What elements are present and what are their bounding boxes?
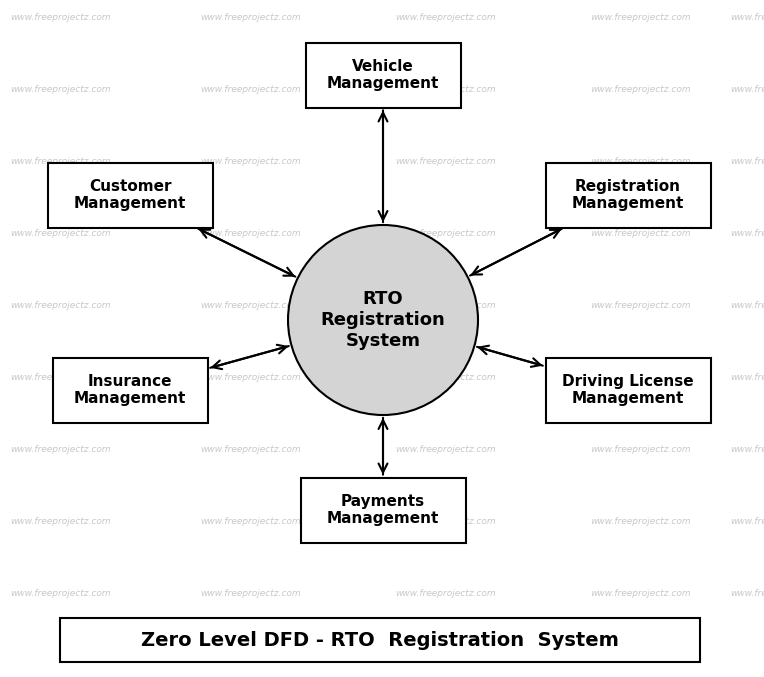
Text: www.freeprojectz.com: www.freeprojectz.com (200, 590, 300, 598)
Text: www.freeprojectz.com: www.freeprojectz.com (200, 85, 300, 95)
Text: www.freeprojectz.com: www.freeprojectz.com (395, 230, 496, 238)
Text: www.freeprojectz.com: www.freeprojectz.com (730, 590, 764, 598)
Bar (545, 162, 711, 227)
Bar (60, 618, 700, 662)
Text: www.freeprojectz.com: www.freeprojectz.com (590, 14, 691, 22)
Bar (300, 477, 465, 542)
Bar (545, 357, 711, 422)
Text: www.freeprojectz.com: www.freeprojectz.com (730, 230, 764, 238)
Text: www.freeprojectz.com: www.freeprojectz.com (590, 517, 691, 527)
Text: www.freeprojectz.com: www.freeprojectz.com (590, 374, 691, 383)
Bar (53, 357, 208, 422)
Text: www.freeprojectz.com: www.freeprojectz.com (10, 445, 111, 454)
Text: www.freeprojectz.com: www.freeprojectz.com (10, 230, 111, 238)
Text: www.freeprojectz.com: www.freeprojectz.com (10, 14, 111, 22)
Text: www.freeprojectz.com: www.freeprojectz.com (395, 14, 496, 22)
Text: www.freeprojectz.com: www.freeprojectz.com (200, 14, 300, 22)
Text: www.freeprojectz.com: www.freeprojectz.com (395, 85, 496, 95)
Text: www.freeprojectz.com: www.freeprojectz.com (200, 301, 300, 311)
Text: www.freeprojectz.com: www.freeprojectz.com (200, 374, 300, 383)
Text: www.freeprojectz.com: www.freeprojectz.com (395, 374, 496, 383)
Text: www.freeprojectz.com: www.freeprojectz.com (590, 445, 691, 454)
Text: www.freeprojectz.com: www.freeprojectz.com (200, 445, 300, 454)
Text: www.freeprojectz.com: www.freeprojectz.com (730, 517, 764, 527)
Text: www.freeprojectz.com: www.freeprojectz.com (395, 517, 496, 527)
Text: www.freeprojectz.com: www.freeprojectz.com (590, 230, 691, 238)
Text: www.freeprojectz.com: www.freeprojectz.com (730, 158, 764, 167)
Bar (47, 162, 212, 227)
Text: www.freeprojectz.com: www.freeprojectz.com (395, 301, 496, 311)
Text: www.freeprojectz.com: www.freeprojectz.com (10, 85, 111, 95)
Text: www.freeprojectz.com: www.freeprojectz.com (590, 590, 691, 598)
Text: www.freeprojectz.com: www.freeprojectz.com (10, 374, 111, 383)
Text: www.freeprojectz.com: www.freeprojectz.com (395, 445, 496, 454)
Text: www.freeprojectz.com: www.freeprojectz.com (590, 301, 691, 311)
Text: www.freeprojectz.com: www.freeprojectz.com (10, 517, 111, 527)
Circle shape (288, 225, 478, 415)
Text: Zero Level DFD - RTO  Registration  System: Zero Level DFD - RTO Registration System (141, 630, 619, 649)
Text: www.freeprojectz.com: www.freeprojectz.com (730, 374, 764, 383)
Text: www.freeprojectz.com: www.freeprojectz.com (200, 158, 300, 167)
Text: Payments
Management: Payments Management (327, 494, 439, 526)
Text: www.freeprojectz.com: www.freeprojectz.com (730, 85, 764, 95)
Text: Driving License
Management: Driving License Management (562, 374, 694, 406)
Text: www.freeprojectz.com: www.freeprojectz.com (590, 85, 691, 95)
Text: www.freeprojectz.com: www.freeprojectz.com (200, 517, 300, 527)
Text: Insurance
Management: Insurance Management (74, 374, 186, 406)
Text: www.freeprojectz.com: www.freeprojectz.com (395, 590, 496, 598)
Text: www.freeprojectz.com: www.freeprojectz.com (10, 590, 111, 598)
Bar (306, 43, 461, 108)
Text: www.freeprojectz.com: www.freeprojectz.com (730, 14, 764, 22)
Text: www.freeprojectz.com: www.freeprojectz.com (730, 301, 764, 311)
Text: www.freeprojectz.com: www.freeprojectz.com (10, 301, 111, 311)
Text: Vehicle
Management: Vehicle Management (327, 59, 439, 91)
Text: RTO
Registration
System: RTO Registration System (321, 290, 445, 350)
Text: www.freeprojectz.com: www.freeprojectz.com (395, 158, 496, 167)
Text: www.freeprojectz.com: www.freeprojectz.com (10, 158, 111, 167)
Text: www.freeprojectz.com: www.freeprojectz.com (590, 158, 691, 167)
Text: Customer
Management: Customer Management (74, 179, 186, 211)
Text: Registration
Management: Registration Management (571, 179, 685, 211)
Text: www.freeprojectz.com: www.freeprojectz.com (730, 445, 764, 454)
Text: www.freeprojectz.com: www.freeprojectz.com (200, 230, 300, 238)
